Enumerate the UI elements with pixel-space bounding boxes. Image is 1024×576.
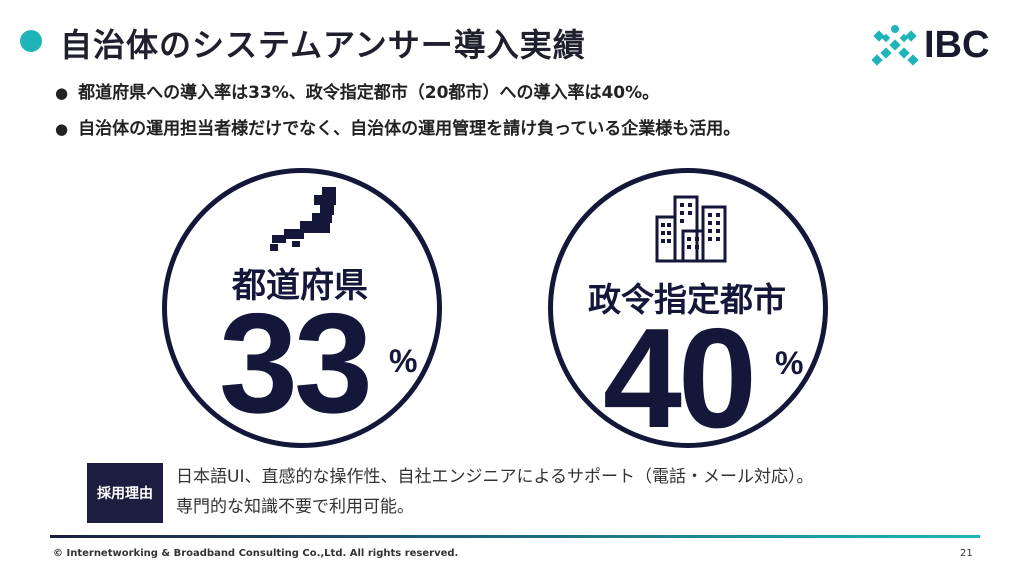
bullet-item-adoption-rate: 都道府県への導入率は33%、政令指定都市（20都市）への導入率は40%。 [55, 78, 740, 114]
japan-map-icon [270, 187, 336, 251]
city-label: 政令指定都市 [588, 280, 786, 319]
reason-line-1: 日本語UI、直感的な操作性、自社エンジニアによるサポート（電話・メール対応）。 [176, 467, 814, 487]
city-percentage-value: 40 [603, 299, 757, 458]
adoption-reason-text: 日本語UI、直感的な操作性、自社エンジニアによるサポート（電話・メール対応）。 … [176, 462, 813, 522]
adoption-reason-badge: 採用理由 [87, 463, 163, 523]
city-stat-circle: 政令指定都市 40 % [548, 168, 828, 458]
prefecture-percentage-value: 33 [219, 284, 373, 443]
logo-text: IBC [924, 24, 990, 66]
bullet-item-users: 自治体の運用担当者様だけでなく、自治体の運用管理を請け負っている企業様も活用。 [55, 114, 740, 150]
prefecture-stat-circle: 都道府県 33 % [162, 168, 442, 448]
footer-divider [50, 535, 980, 538]
footer-copyright: © Internetworking & Broadband Consulting… [53, 548, 459, 559]
prefecture-percent-sign: % [389, 343, 418, 379]
page-title: 自治体のシステムアンサー導入実績 [60, 26, 586, 64]
city-percent-sign: % [775, 345, 804, 381]
prefecture-label: 都道府県 [232, 266, 368, 306]
ibc-cross-logo-icon [872, 25, 918, 66]
buildings-icon [655, 195, 727, 263]
reason-line-2: 専門的な知識不要で利用可能。 [176, 497, 414, 517]
title-bullet-dot [20, 30, 42, 52]
bullet-list: 都道府県への導入率は33%、政令指定都市（20都市）への導入率は40%。 自治体… [55, 78, 740, 150]
page-number: 21 [960, 548, 973, 559]
company-logo: IBC [872, 22, 997, 68]
